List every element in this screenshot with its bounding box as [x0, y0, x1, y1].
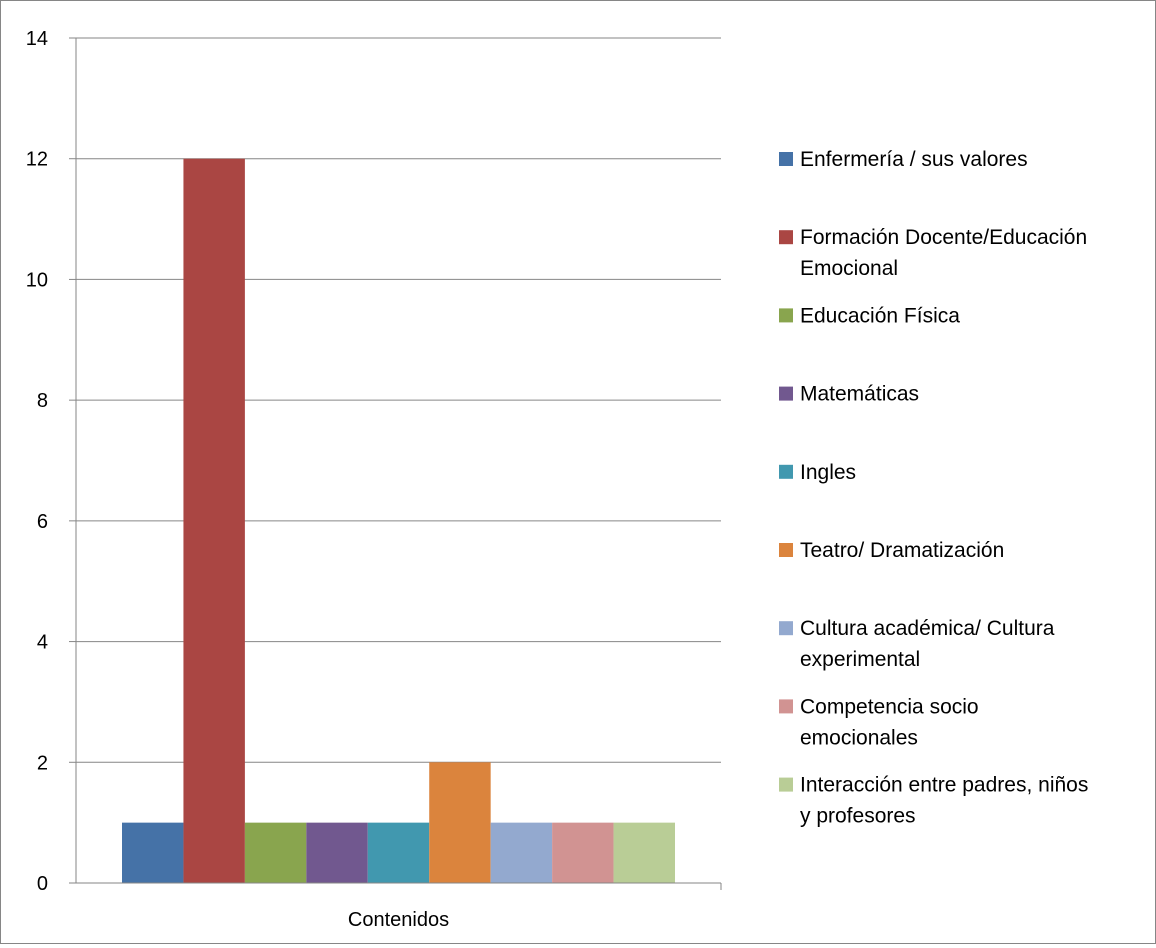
y-tick-label: 8 [37, 390, 48, 412]
y-tick-label: 10 [26, 269, 48, 291]
legend-swatch-4 [779, 386, 793, 401]
bar-1 [122, 822, 184, 883]
bar-7 [490, 822, 553, 883]
legend-label-7: experimental [800, 648, 920, 671]
legend-swatch-6 [779, 543, 793, 557]
legend-swatch-9 [779, 777, 793, 792]
y-tick-label: 6 [37, 511, 48, 533]
legend-swatch-2 [779, 230, 793, 245]
y-tick-label: 14 [26, 28, 48, 50]
legend-swatch-1 [779, 152, 793, 166]
bar-2 [183, 158, 245, 883]
axes: 0 2 4 6 8 10 12 14 Contenidos [26, 28, 722, 931]
y-tick-label: 4 [37, 632, 48, 654]
bars [122, 158, 675, 883]
legend-label-5: Ingles [800, 461, 856, 484]
legend: Enfermería / sus valores Formación Docent… [779, 148, 1088, 828]
bar-3 [244, 822, 307, 883]
gridlines [76, 37, 721, 763]
legend-label-8: Competencia socio [800, 695, 979, 718]
bar-6 [429, 762, 491, 883]
y-tick-label: 2 [37, 752, 48, 774]
legend-swatch-8 [779, 699, 793, 714]
legend-label-4: Matemáticas [800, 383, 919, 406]
y-tick-label: 12 [26, 149, 48, 171]
legend-label-2: Formación Docente/Educación [800, 226, 1087, 249]
y-tick-label: 0 [37, 873, 48, 895]
legend-label-9: Interacción entre padres, niños [800, 774, 1088, 797]
bar-4 [306, 822, 368, 883]
legend-swatch-7 [779, 621, 793, 636]
bar-5 [367, 822, 430, 883]
legend-label-2: Emocional [800, 257, 898, 280]
legend-label-1: Enfermería / sus valores [800, 148, 1028, 171]
legend-label-9: y profesores [800, 805, 916, 828]
legend-swatch-5 [779, 464, 793, 479]
legend-label-6: Teatro/ Dramatización [800, 539, 1004, 562]
legend-label-3: Educación Física [800, 304, 960, 327]
bar-8 [552, 822, 614, 883]
legend-swatch-3 [779, 308, 793, 323]
x-category-label: Contenidos [348, 909, 449, 931]
legend-label-8: emocionales [800, 726, 918, 749]
legend-label-7: Cultura académica/ Cultura [800, 617, 1055, 640]
bar-9 [613, 822, 675, 883]
